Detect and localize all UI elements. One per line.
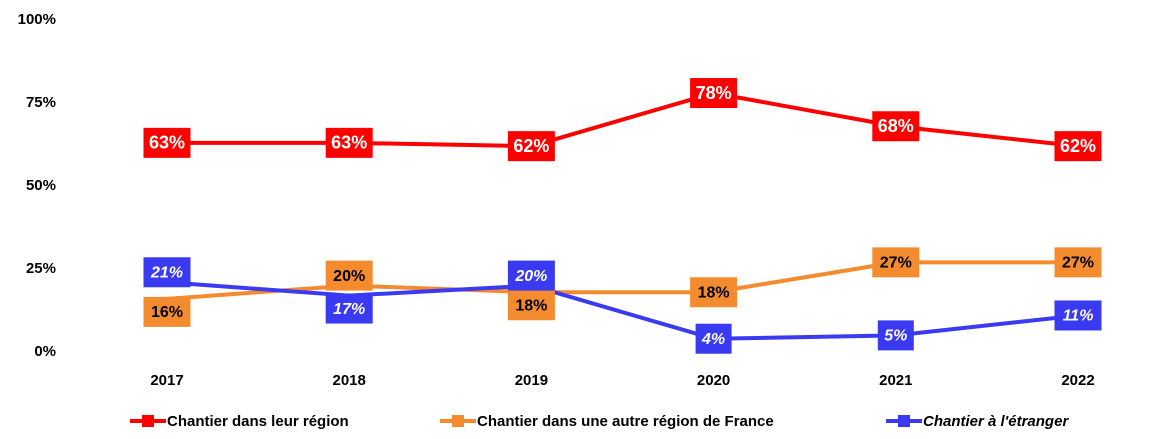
y-tick-label: 0% [34, 343, 56, 360]
data-label: 4% [701, 331, 725, 348]
data-label: 5% [884, 328, 907, 345]
x-tick-label: 2021 [879, 372, 912, 389]
data-label-box [325, 127, 373, 158]
data-label-box [1054, 300, 1102, 331]
y-tick-label: 50% [26, 177, 56, 194]
data-label: 17% [333, 301, 365, 318]
data-label: 68% [878, 116, 914, 136]
y-tick-label: 75% [26, 94, 56, 111]
y-tick-label: 100% [18, 11, 56, 28]
legend-marker [452, 415, 464, 427]
series-line [167, 91, 1079, 149]
x-tick-label: 2019 [515, 372, 548, 389]
series-line [166, 280, 1079, 341]
data-label-box [1054, 131, 1102, 162]
data-label: 63% [331, 133, 367, 153]
data-label-box [507, 131, 555, 162]
data-label-box [872, 111, 920, 142]
data-label-box [1054, 247, 1102, 278]
data-label-box [872, 247, 920, 278]
x-tick-label: 2018 [333, 372, 366, 389]
series-line [166, 260, 1078, 301]
legend-marker [142, 415, 154, 427]
data-label: 78% [696, 83, 732, 103]
x-tick-label: 2022 [1061, 372, 1094, 389]
legend-label: Chantier dans une autre région de France [477, 413, 774, 430]
data-label: 63% [149, 133, 185, 153]
x-tick-label: 2020 [697, 372, 730, 389]
data-label-box [143, 296, 191, 327]
data-label-box [877, 320, 914, 351]
data-label: 27% [880, 255, 912, 272]
data-label: 18% [515, 297, 547, 314]
legend-marker [898, 415, 910, 427]
x-tick-label: 2017 [150, 372, 183, 389]
data-label-box [507, 290, 555, 321]
data-label: 62% [1060, 136, 1096, 156]
data-label: 20% [514, 268, 547, 285]
data-label-box [695, 323, 732, 354]
y-tick-label: 25% [26, 260, 56, 277]
legend-label: Chantier dans leur région [167, 413, 349, 430]
data-label: 20% [333, 268, 365, 285]
data-label-box [690, 277, 738, 308]
data-label-box [507, 260, 555, 291]
data-label-box [690, 78, 738, 109]
data-label: 16% [151, 304, 183, 321]
data-label: 21% [150, 264, 183, 281]
data-label: 18% [698, 284, 730, 301]
data-label-box [325, 293, 373, 324]
data-label-box [143, 127, 191, 158]
data-label: 27% [1062, 255, 1094, 272]
data-label-box [143, 257, 191, 288]
data-label: 62% [513, 136, 549, 156]
data-label: 11% [1063, 308, 1094, 325]
data-label-box [325, 260, 373, 291]
legend-label: Chantier à l'étranger [923, 413, 1069, 430]
